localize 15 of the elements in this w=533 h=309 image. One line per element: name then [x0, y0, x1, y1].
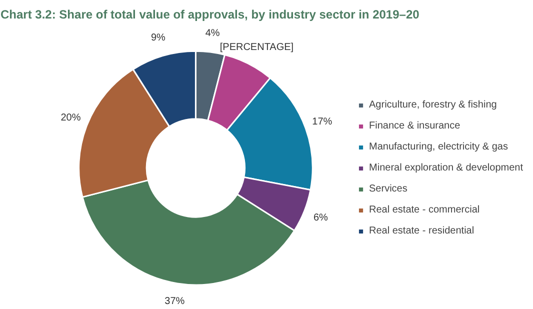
- legend-label: Manufacturing, electricity & gas: [369, 141, 508, 152]
- data-label: 37%: [164, 296, 185, 308]
- data-label: 6%: [313, 212, 328, 224]
- legend-label: Finance & insurance: [369, 120, 460, 131]
- legend-label: Mineral exploration & development: [369, 162, 523, 173]
- legend-label: Services: [369, 183, 408, 194]
- data-label: 17%: [312, 116, 332, 128]
- chart-title: Chart 3.2: Share of total value of approvals, by industry sector in 2019–20: [0, 8, 420, 22]
- legend-label: Real estate - residential: [369, 225, 474, 236]
- data-label: 4%: [205, 28, 220, 40]
- legend-label: Agriculture, forestry & fishing: [369, 99, 497, 110]
- data-label: [PERCENTAGE]: [220, 42, 294, 53]
- data-label: 9%: [150, 32, 166, 44]
- legend-label: Real estate - commercial: [369, 204, 480, 215]
- data-label: 20%: [60, 112, 81, 124]
